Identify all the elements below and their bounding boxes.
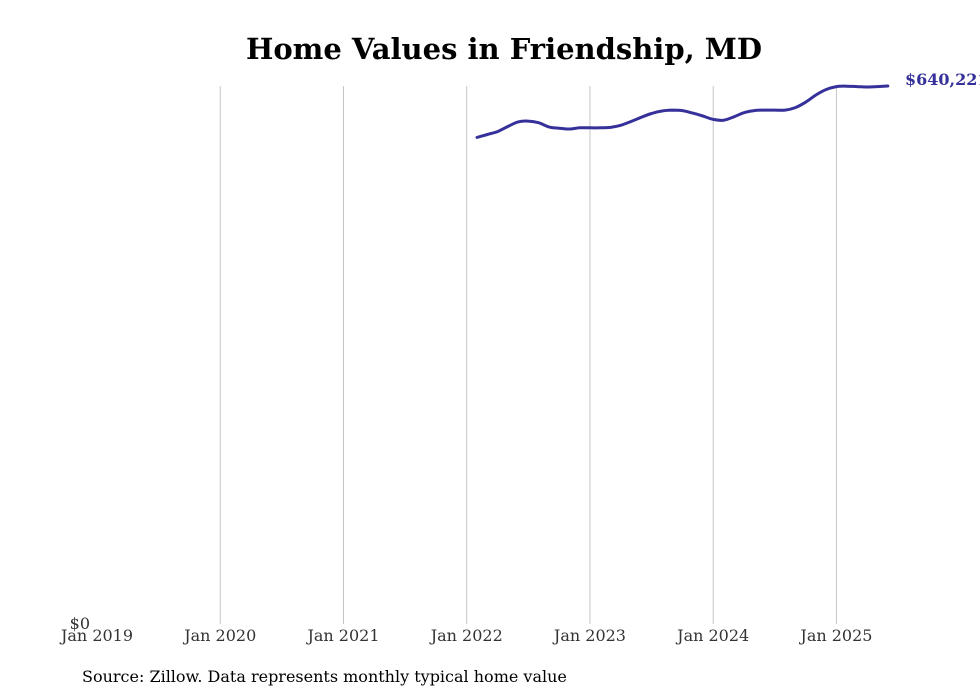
x-tick-2019: Jan 2019 xyxy=(59,626,133,645)
source-note: Source: Zillow. Data represents monthly … xyxy=(82,667,567,686)
x-tick-2023: Jan 2023 xyxy=(552,626,626,645)
gridlines xyxy=(219,86,837,624)
x-tick-2025: Jan 2025 xyxy=(798,626,872,645)
x-tick-2021: Jan 2021 xyxy=(305,626,379,645)
home-value-line xyxy=(475,84,890,139)
x-tick-2022: Jan 2022 xyxy=(429,626,503,645)
y-tick-label: $0 xyxy=(70,614,90,633)
y-axis-ticks: $0 xyxy=(70,614,90,633)
x-tick-2020: Jan 2020 xyxy=(182,626,256,645)
end-value-label: $640,221 xyxy=(905,70,980,89)
x-tick-2024: Jan 2024 xyxy=(675,626,749,645)
chart-title: Home Values in Friendship, MD xyxy=(246,32,762,66)
x-axis-ticks: Jan 2019 Jan 2020 Jan 2021 Jan 2022 Jan 2023… xyxy=(59,626,873,645)
